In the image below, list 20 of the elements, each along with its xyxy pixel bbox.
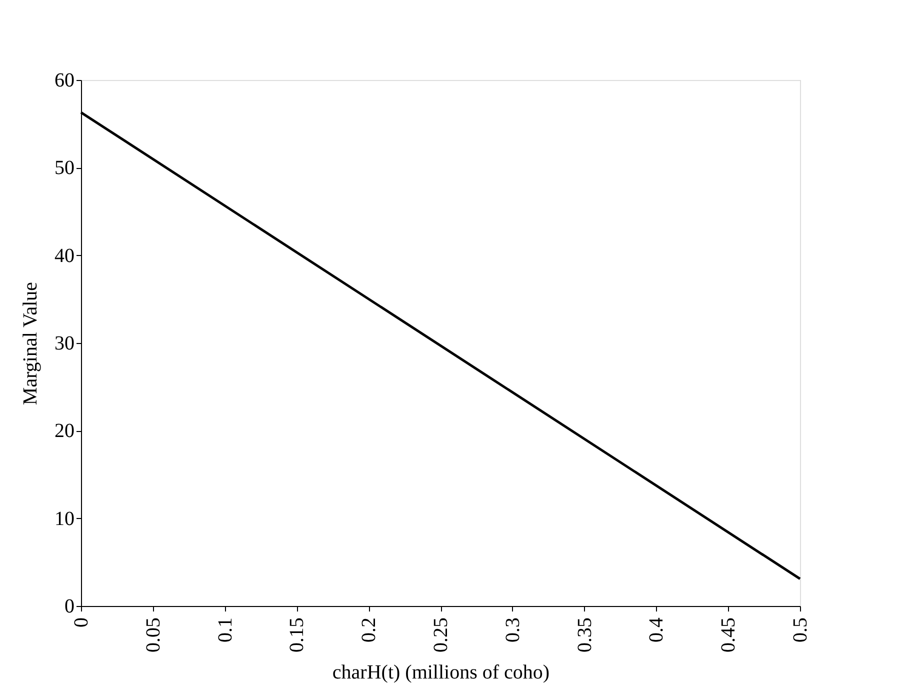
x-tick-label: 0.3 bbox=[502, 618, 524, 642]
x-tick-label: 0.1 bbox=[214, 618, 236, 642]
x-tick-label: 0.5 bbox=[790, 618, 812, 642]
x-axis-title: charH(t) (millions of coho) bbox=[332, 662, 550, 684]
y-tick-label: 20 bbox=[54, 420, 74, 442]
x-tick-label: 0.45 bbox=[718, 618, 740, 652]
x-tick-label: 0.25 bbox=[430, 618, 452, 652]
x-tick-label: 0.35 bbox=[574, 618, 596, 652]
x-tick-label: 0 bbox=[70, 618, 92, 628]
y-tick-label: 60 bbox=[54, 70, 74, 92]
y-tick-label: 30 bbox=[54, 332, 74, 354]
y-tick-label: 40 bbox=[54, 244, 74, 267]
y-tick-label: 0 bbox=[64, 596, 74, 618]
x-tick-label: 0.2 bbox=[358, 618, 380, 642]
x-tick-label: 0.4 bbox=[646, 618, 668, 642]
y-tick-label: 10 bbox=[54, 508, 74, 530]
x-tick-label: 0.05 bbox=[142, 618, 164, 652]
y-tick-label: 50 bbox=[54, 157, 74, 180]
y-axis-title: Marginal Value bbox=[20, 282, 42, 406]
x-tick-label: 0.15 bbox=[286, 618, 308, 652]
